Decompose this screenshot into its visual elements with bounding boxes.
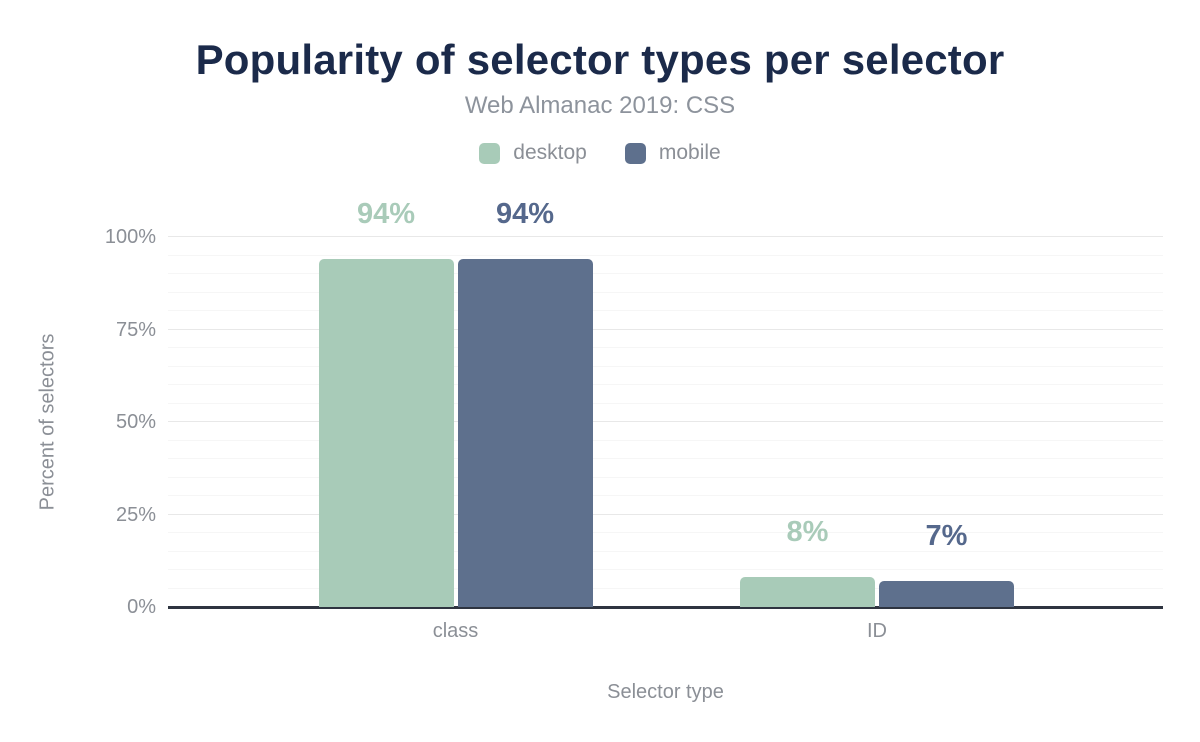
legend-item-mobile[interactable]: mobile <box>624 141 721 165</box>
y-tick-label: 50% <box>115 411 156 433</box>
gridline-minor <box>168 569 1163 570</box>
bar-desktop-class <box>318 259 454 607</box>
plot-area: 0% 25% 50% 75% 100% 94% 94% class 8% 7% ID <box>105 198 1163 642</box>
gridline-minor <box>168 476 1163 478</box>
bar-mobile-ID <box>879 581 1014 607</box>
gridline-major <box>168 236 1163 237</box>
gridline-major <box>168 513 1163 515</box>
gridline-minor <box>168 291 1163 293</box>
chart-title: Popularity of selector types per selecto… <box>195 36 1005 83</box>
x-tick-label-ID: ID <box>867 620 887 642</box>
x-axis-line <box>168 606 1163 609</box>
legend-label-desktop: desktop <box>513 141 587 164</box>
gridline-minor <box>168 439 1163 441</box>
legend: desktop mobile <box>0 141 1200 165</box>
chart-subtitle: Web Almanac 2019: CSS <box>464 92 736 119</box>
gridline-minor <box>168 365 1163 367</box>
legend-swatch-desktop <box>479 142 501 164</box>
gridline-minor <box>168 495 1163 496</box>
gridline-minor <box>168 254 1163 256</box>
bar-value-label-mobile-ID: 7% <box>925 520 968 553</box>
gridline-minor <box>168 587 1163 589</box>
bar-mobile-class <box>457 259 593 607</box>
bar-value-label-mobile-class: 94% <box>495 198 555 231</box>
y-axis-title: Percent of selectors <box>36 333 59 511</box>
gridline-minor <box>168 384 1163 385</box>
y-tick-label: 0% <box>127 596 156 618</box>
gridline-minor <box>168 273 1163 274</box>
y-tick-label: 25% <box>115 503 156 526</box>
gridline-minor <box>168 458 1163 459</box>
gridline-major <box>168 421 1163 422</box>
gridline-major <box>168 328 1163 330</box>
gridline-minor <box>168 550 1163 552</box>
gridline-minor <box>168 347 1163 348</box>
bar-desktop-ID <box>740 577 875 607</box>
legend-swatch-mobile <box>624 142 646 164</box>
x-tick-label-class: class <box>432 620 479 642</box>
y-tick-label: 100% <box>104 226 156 248</box>
bar-value-label-desktop-class: 94% <box>356 198 416 231</box>
y-tick-label: 75% <box>115 318 156 341</box>
gridline-minor <box>168 532 1163 533</box>
gridline-minor <box>168 310 1163 311</box>
x-axis-title: Selector type <box>607 681 724 703</box>
legend-item-desktop[interactable]: desktop <box>479 141 587 165</box>
gridline-minor <box>168 402 1163 404</box>
legend-label-mobile: mobile <box>658 141 721 164</box>
bar-value-label-desktop-ID: 8% <box>786 516 829 549</box>
